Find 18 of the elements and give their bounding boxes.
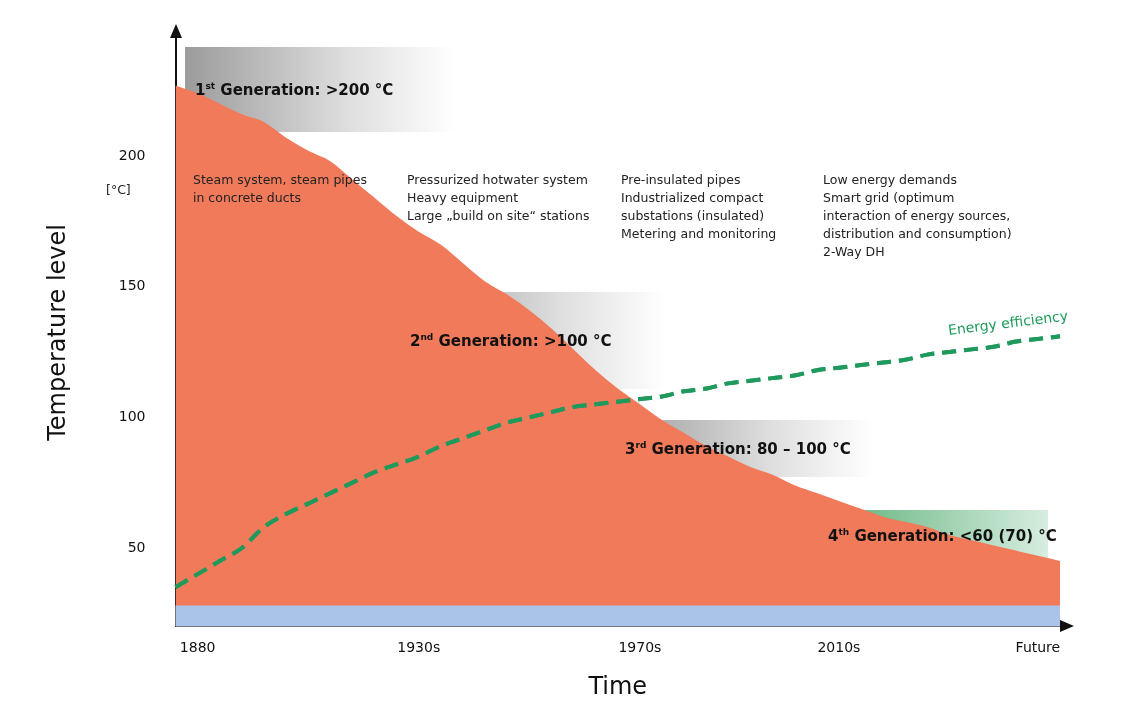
annotation: 1$^{st}$ Generation: >200 °C xyxy=(195,80,394,99)
y-tick-label: 150 xyxy=(118,277,146,294)
text: Energy efficiency xyxy=(947,307,1070,338)
x-tick-label: Future xyxy=(1015,639,1061,656)
x-tick-label: 2010s xyxy=(817,639,861,656)
annotation: Pressurized hotwater system Heavy equipment Large „build on site“ stations xyxy=(407,172,590,223)
y-axis-title: Temperature level xyxy=(42,224,71,442)
x-tick-label: 1930s xyxy=(397,639,441,656)
x-tick-label: 1880 xyxy=(179,639,216,656)
y-tick-label: 100 xyxy=(118,407,146,424)
y-tick-label: 200 xyxy=(118,146,146,163)
x-axis-title: Time xyxy=(587,671,648,700)
annotation: 4$^{th}$ Generation: <60 (70) °C xyxy=(828,527,1057,545)
annotation: Pre-insulated pipes Industrialized compact substations (insulated) Metering and monitoring xyxy=(621,172,777,241)
y-tick-label: 50 xyxy=(127,538,146,555)
text: [°C] xyxy=(106,182,131,197)
annotation: Low energy demands Smart grid (optimum interaction of energy sources, distribution and consumption) 2-Way DH xyxy=(823,172,1012,259)
x-tick-label: 1970s xyxy=(618,639,662,656)
